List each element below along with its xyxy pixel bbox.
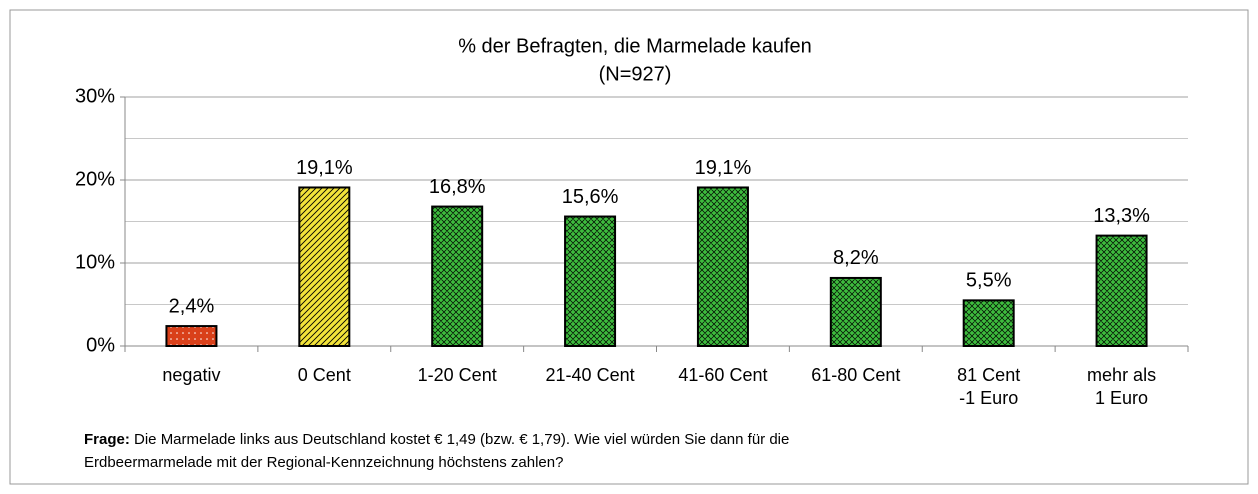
bar bbox=[564, 215, 617, 347]
x-tick-label: 0 Cent bbox=[297, 365, 351, 385]
x-tick-label: 81 Cent -1 Euro bbox=[957, 365, 1021, 408]
bar bbox=[165, 325, 218, 347]
bar bbox=[1095, 234, 1148, 347]
bar bbox=[829, 276, 882, 347]
bar bbox=[298, 186, 351, 347]
value-label: 19,1% bbox=[695, 157, 752, 179]
x-tick-label: 61-80 Cent bbox=[811, 365, 901, 385]
footnote: Frage: Die Marmelade links aus Deutschla… bbox=[84, 428, 789, 474]
chart-title: % der Befragten, die Marmelade kaufen bbox=[458, 35, 812, 57]
y-tick-label: 10% bbox=[75, 251, 115, 273]
y-tick-label: 20% bbox=[75, 168, 115, 190]
value-label: 19,1% bbox=[296, 157, 353, 179]
x-tick-label: negativ bbox=[162, 365, 221, 385]
x-tick-label: 21-40 Cent bbox=[545, 365, 635, 385]
value-label: 13,3% bbox=[1093, 205, 1150, 227]
value-label: 16,8% bbox=[429, 176, 486, 198]
note-label: Frage: bbox=[84, 431, 130, 448]
frame bbox=[9, 9, 1249, 485]
value-label: 5,5% bbox=[966, 270, 1012, 292]
note-text: Die Marmelade links aus Deutschland kost… bbox=[84, 431, 790, 471]
y-tick-label: 0% bbox=[86, 334, 115, 356]
bar bbox=[962, 299, 1015, 348]
value-label: 8,2% bbox=[833, 247, 879, 269]
x-tick-label: 1-20 Cent bbox=[417, 365, 497, 385]
chart-subtitle: (N=927) bbox=[599, 63, 672, 85]
bar bbox=[431, 205, 484, 347]
x-tick-label: mehr als 1 Euro bbox=[1087, 365, 1157, 408]
value-label: 15,6% bbox=[562, 186, 619, 208]
y-tick-label: 30% bbox=[75, 85, 115, 107]
bar bbox=[696, 186, 749, 347]
value-label: 2,4% bbox=[169, 295, 215, 317]
x-tick-label: 41-60 Cent bbox=[678, 365, 768, 385]
